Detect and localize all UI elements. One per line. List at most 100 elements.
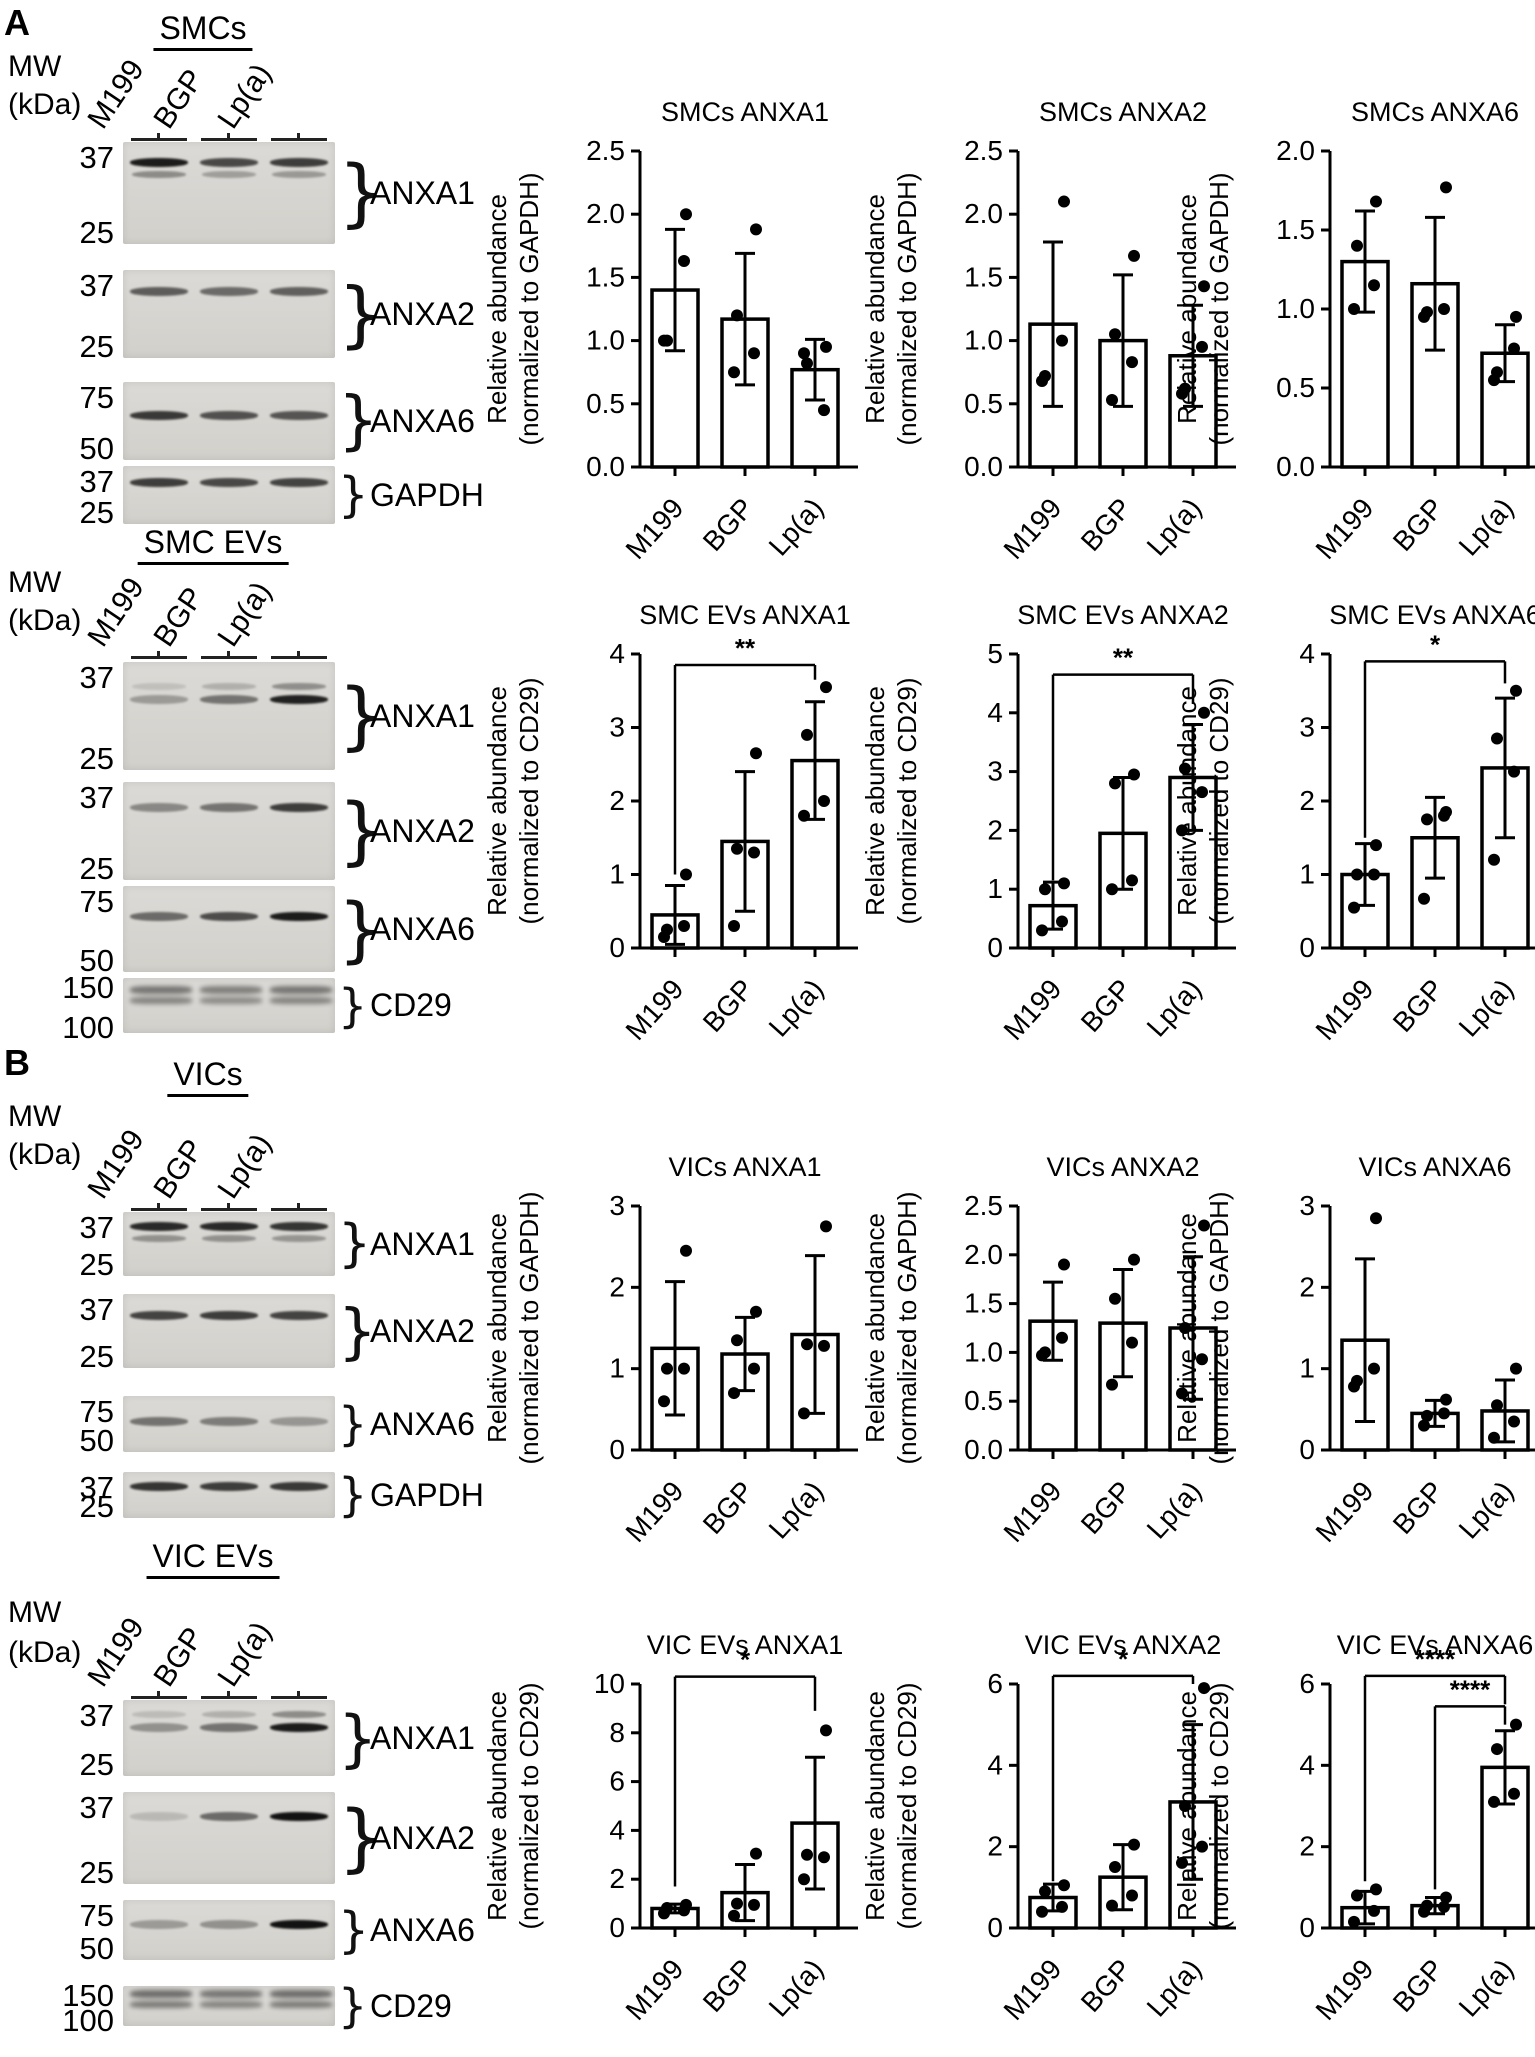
protein-label: ANXA2	[370, 812, 475, 849]
blot-image-anxa2	[123, 1294, 335, 1368]
protein-label: ANXA1	[370, 174, 475, 211]
lane-bracket	[131, 1203, 187, 1219]
blot-band	[130, 158, 188, 168]
chart-smcs-anxa1: SMCs ANXA1 Relative abundance (normalized …	[482, 97, 858, 565]
x-tick-label: Lp(a)	[1453, 1475, 1520, 1544]
data-point	[658, 1395, 670, 1408]
data-point	[728, 1909, 740, 1922]
y-tick-label: 0.0	[964, 451, 1003, 482]
blot-band	[270, 1723, 328, 1733]
data-point	[748, 1898, 760, 1911]
data-point	[1179, 382, 1191, 395]
data-point	[1058, 877, 1070, 890]
lane-bracket	[131, 1691, 187, 1707]
blot-band-secondary	[202, 171, 256, 179]
sig-label: **	[1113, 643, 1134, 673]
blot-row-gapdh: 37 25} GAPDH	[8, 1468, 518, 1522]
blot-image-anxa1	[123, 142, 335, 244]
y-tick-label: 0	[987, 932, 1003, 963]
mw-marker-top: 37	[79, 268, 114, 303]
lane-label-bgp: BGP	[147, 1621, 211, 1693]
data-point	[731, 1897, 743, 1910]
blot-band	[130, 803, 188, 813]
data-point	[1368, 279, 1380, 292]
blot-band	[200, 1481, 258, 1491]
data-point	[1418, 1419, 1430, 1432]
blot-band	[130, 694, 188, 704]
y-tick-label: 0	[1299, 1434, 1315, 1465]
blot-row-anxa1: 37 25} ANXA1	[8, 1700, 518, 1780]
x-tick-label: M199	[998, 973, 1068, 1046]
blot-band	[200, 1920, 258, 1929]
chart-title: SMC EVs ANXA6	[1329, 600, 1535, 630]
chart-title: SMC EVs ANXA2	[1017, 600, 1229, 630]
data-point	[1126, 356, 1138, 369]
data-point	[1418, 892, 1430, 905]
data-point	[1036, 1905, 1048, 1918]
y-tick-label: 2	[609, 785, 625, 816]
data-point	[1348, 901, 1360, 914]
blot-band	[270, 1310, 328, 1320]
blot-band-secondary	[270, 2001, 332, 2008]
blot-band-secondary	[130, 997, 192, 1005]
lane-bracket-tick	[157, 1691, 160, 1699]
y-tick-label: 6	[987, 1668, 1003, 1699]
lane-bracket	[201, 651, 257, 667]
y-tick-label: 0.0	[964, 1434, 1003, 1465]
mw-axis-label-line1: MW	[8, 566, 62, 599]
y-axis-label-line2: (normalized to GAPDH)	[1204, 172, 1234, 445]
brace-right: }	[338, 1701, 378, 1775]
data-point	[1440, 181, 1452, 194]
y-tick-label: 2.0	[964, 1239, 1003, 1270]
blot-band-secondary	[132, 1711, 186, 1719]
data-point	[678, 919, 690, 932]
blot-image-gapdh	[123, 1472, 335, 1518]
blot-row-cd29: 150 100} CD29	[8, 972, 518, 1043]
mw-marker-bottom: 100	[62, 2003, 114, 2038]
data-point	[1438, 1407, 1450, 1420]
chart-title: VICs ANXA2	[1046, 1152, 1199, 1182]
panel-label-a: A	[4, 2, 30, 43]
mw-marker-top: 75	[79, 1394, 114, 1429]
data-point	[1196, 1353, 1208, 1366]
data-point	[1039, 369, 1051, 382]
blot-band	[200, 158, 258, 168]
y-tick-label: 1.0	[964, 1336, 1003, 1367]
blot-band	[200, 1811, 258, 1821]
data-point	[1056, 1331, 1068, 1344]
data-point	[1196, 1840, 1208, 1853]
lane-label-m199: M199	[81, 53, 151, 135]
blot-band	[270, 912, 328, 922]
data-point	[1196, 340, 1208, 353]
y-axis-label-line2: (normalized to GAPDH)	[892, 1191, 922, 1464]
mw-marker-bottom: 50	[79, 943, 114, 978]
y-tick-label: 2	[1299, 1831, 1315, 1862]
blot-band	[130, 1920, 188, 1929]
data-point	[1126, 1336, 1138, 1349]
blot-band	[270, 986, 332, 995]
blot-section-smcs: A SMCs MW (kDa) M199 BGP Lp(a) 37 25} ANXA1 37 25} A…	[4, 2, 518, 530]
data-point	[1351, 1889, 1363, 1902]
mw-marker-top: 75	[79, 380, 114, 415]
data-point	[1176, 824, 1188, 837]
data-point	[1106, 1378, 1118, 1391]
data-point	[1508, 342, 1520, 355]
brace-right: }	[338, 673, 386, 759]
lane-bracket	[271, 1203, 327, 1219]
y-tick-label: 1.0	[964, 325, 1003, 356]
y-tick-label: 0	[1299, 932, 1315, 963]
data-point	[661, 1901, 673, 1914]
lane-label-lpa: Lp(a)	[211, 576, 278, 653]
blot-band	[200, 986, 262, 995]
y-tick-label: 0.0	[1276, 451, 1315, 482]
blot-band	[270, 1990, 332, 1998]
data-point	[1488, 1431, 1500, 1444]
x-tick-label: M199	[620, 492, 690, 565]
data-point	[818, 1339, 830, 1352]
data-point	[1421, 1409, 1433, 1422]
y-axis-label-line1: Relative abundance	[482, 1691, 512, 1921]
x-tick-label: Lp(a)	[763, 492, 830, 561]
y-tick-label: 2.5	[964, 135, 1003, 166]
blot-row-anxa6: 75 50} ANXA6	[8, 380, 518, 464]
